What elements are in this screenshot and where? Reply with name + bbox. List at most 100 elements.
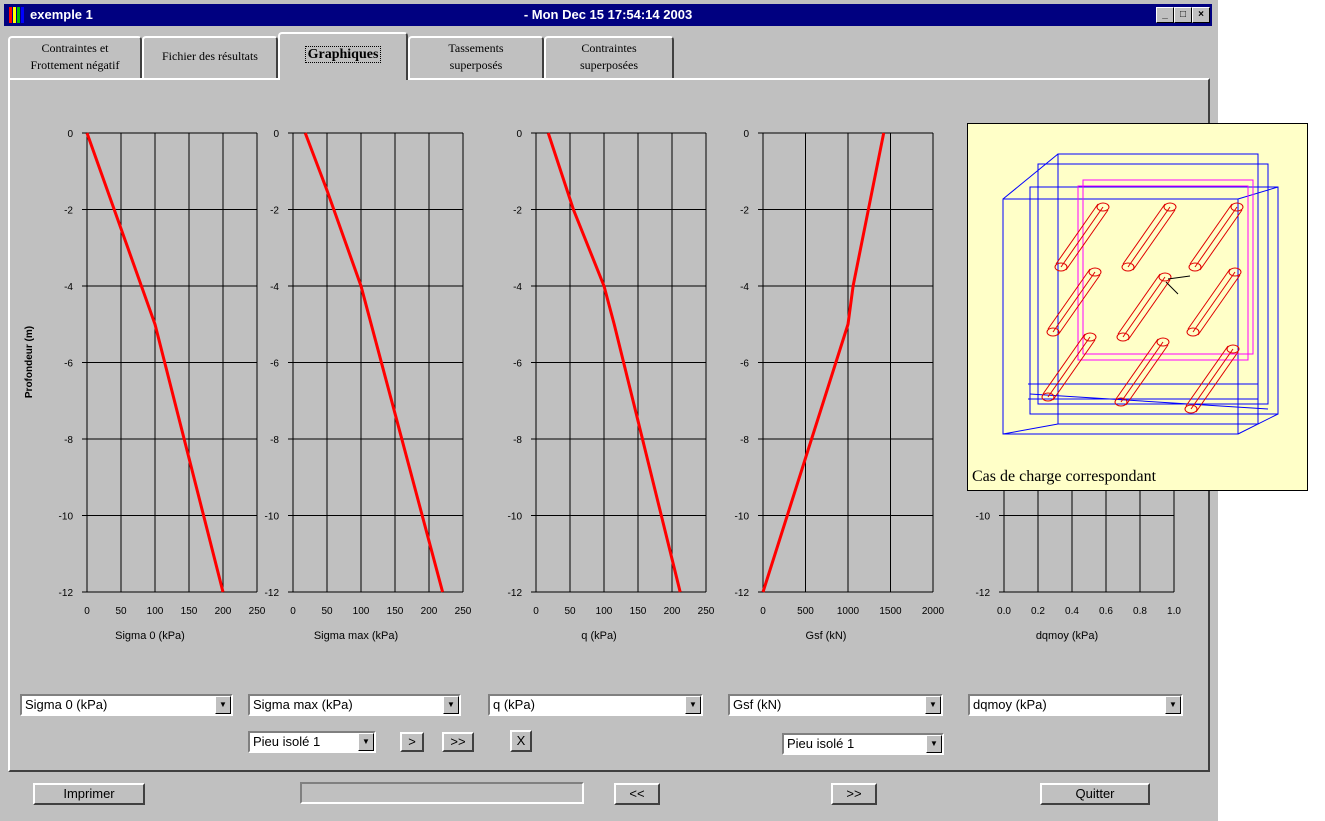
select-value: Pieu isolé 1 <box>787 736 855 751</box>
x-tick-label: 0.4 <box>1065 606 1079 617</box>
close-button[interactable]: × <box>1192 7 1210 23</box>
popup-caption: Cas de charge correspondant <box>972 468 1157 485</box>
tab-label: superposées <box>580 58 638 72</box>
tab-contraintes-frottement[interactable]: Contraintes et Frottement négatif <box>8 36 142 78</box>
x-tick-label: 200 <box>664 606 681 617</box>
x-tick-label: 250 <box>249 606 266 617</box>
charts-area: Profondeur (m) 0 50 100 150 200 250 0 -2 -4 -6 -8 -… <box>24 129 1181 642</box>
tab-label: Frottement négatif <box>30 58 120 72</box>
pile-select-left[interactable]: Pieu isolé 1 ▼ <box>248 731 376 753</box>
y-tick-label: -8 <box>740 435 749 446</box>
chart2-variable-select[interactable]: Sigma max (kPa) ▼ <box>248 694 461 716</box>
chevron-down-icon[interactable]: ▼ <box>443 696 459 714</box>
select-value: dqmoy (kPa) <box>973 697 1047 712</box>
last-pile-button[interactable]: >> <box>442 732 474 752</box>
chart4-variable-select[interactable]: Gsf (kN) ▼ <box>728 694 943 716</box>
chevron-down-icon[interactable]: ▼ <box>925 696 941 714</box>
tab-label: Graphiques <box>304 46 382 63</box>
close-chart-button[interactable]: X <box>510 730 532 752</box>
previous-button[interactable]: << <box>614 783 660 805</box>
y-tick-label: 0 <box>516 129 522 140</box>
tab-label: Contraintes et <box>41 41 109 55</box>
app-icon <box>8 7 24 23</box>
next-pile-button[interactable]: > <box>400 732 424 752</box>
select-value: Pieu isolé 1 <box>253 734 321 749</box>
y-tick-label: -10 <box>976 512 991 523</box>
tab-label: Fichier des résultats <box>162 49 258 63</box>
select-value: Sigma 0 (kPa) <box>25 697 108 712</box>
pile-select-right[interactable]: Pieu isolé 1 ▼ <box>782 733 944 755</box>
y-tick-label: -8 <box>64 435 73 446</box>
y-tick-label: -10 <box>508 512 523 523</box>
y-tick-label: -12 <box>976 588 991 599</box>
series-line <box>546 132 682 593</box>
x-axis-label: Gsf (kN) <box>806 630 847 642</box>
quit-button[interactable]: Quitter <box>1040 783 1150 805</box>
chart5-variable-select[interactable]: dqmoy (kPa) ▼ <box>968 694 1183 716</box>
tab-label: Contraintes <box>581 41 637 55</box>
tab-contraintes-superposees[interactable]: Contraintes superposées <box>544 36 674 78</box>
pile-group-3d-view <box>1002 153 1279 435</box>
chevron-down-icon[interactable]: ▼ <box>926 735 942 753</box>
y-tick-label: -8 <box>270 435 279 446</box>
y-tick-label: -4 <box>64 282 73 293</box>
y-tick-label: -8 <box>513 435 522 446</box>
x-tick-label: 1500 <box>879 606 902 617</box>
select-value: Sigma max (kPa) <box>253 697 353 712</box>
piles <box>1041 202 1244 414</box>
x-tick-label: 1.0 <box>1167 606 1181 617</box>
y-tick-label: 0 <box>273 129 279 140</box>
chevron-down-icon[interactable]: ▼ <box>685 696 701 714</box>
y-tick-label: 0 <box>743 129 749 140</box>
chart1-variable-select[interactable]: Sigma 0 (kPa) ▼ <box>20 694 233 716</box>
x-axis-label: Sigma 0 (kPa) <box>115 630 185 642</box>
y-tick-label: -2 <box>513 206 522 217</box>
tab-label: Tassements <box>448 41 504 55</box>
y-tick-label: 0 <box>67 129 73 140</box>
x-tick-label: 0 <box>84 606 90 617</box>
y-tick-label: -6 <box>64 359 73 370</box>
tab-graphiques[interactable]: Graphiques <box>278 32 408 80</box>
title-bar[interactable]: exemple 1 - Mon Dec 15 17:54:14 2003 _ □… <box>4 4 1212 26</box>
y-tick-label: -4 <box>513 282 522 293</box>
x-tick-label: 0 <box>760 606 766 617</box>
y-axis-label: Profondeur (m) <box>24 326 35 398</box>
tab-fichier-resultats[interactable]: Fichier des résultats <box>142 36 278 78</box>
x-tick-label: 250 <box>455 606 472 617</box>
x-tick-label: 150 <box>387 606 404 617</box>
maximize-button[interactable]: □ <box>1174 7 1192 23</box>
y-tick-label: -12 <box>735 588 750 599</box>
x-tick-label: 50 <box>321 606 333 617</box>
x-tick-label: 0.2 <box>1031 606 1045 617</box>
y-tick-label: -12 <box>508 588 523 599</box>
y-tick-label: -12 <box>59 588 74 599</box>
next-button[interactable]: >> <box>831 783 877 805</box>
x-tick-label: 200 <box>421 606 438 617</box>
chevron-down-icon[interactable]: ▼ <box>215 696 231 714</box>
print-button[interactable]: Imprimer <box>33 783 145 805</box>
series-line <box>85 132 225 593</box>
load-case-popup[interactable]: Cas de charge correspondant <box>967 123 1308 491</box>
x-tick-label: 100 <box>596 606 613 617</box>
x-axis-label: q (kPa) <box>581 630 616 642</box>
x-tick-label: 50 <box>115 606 127 617</box>
tab-tassements-superposes[interactable]: Tassements superposés <box>408 36 544 78</box>
window-title: exemple 1 <box>30 7 93 22</box>
x-tick-label: 100 <box>353 606 370 617</box>
y-tick-label: -10 <box>59 512 74 523</box>
x-tick-label: 1000 <box>837 606 860 617</box>
x-tick-label: 0 <box>290 606 296 617</box>
y-tick-label: -10 <box>265 512 280 523</box>
x-tick-label: 150 <box>181 606 198 617</box>
minimize-button[interactable]: _ <box>1156 7 1174 23</box>
chart3-variable-select[interactable]: q (kPa) ▼ <box>488 694 703 716</box>
series-line <box>761 132 886 593</box>
window-timestamp: - Mon Dec 15 17:54:14 2003 <box>523 7 693 22</box>
x-tick-label: 0 <box>533 606 539 617</box>
select-value: Gsf (kN) <box>733 697 782 712</box>
chevron-down-icon[interactable]: ▼ <box>358 733 374 751</box>
chevron-down-icon[interactable]: ▼ <box>1165 696 1181 714</box>
x-tick-label: 0.8 <box>1133 606 1147 617</box>
x-tick-label: 50 <box>564 606 576 617</box>
y-tick-label: -2 <box>740 206 749 217</box>
